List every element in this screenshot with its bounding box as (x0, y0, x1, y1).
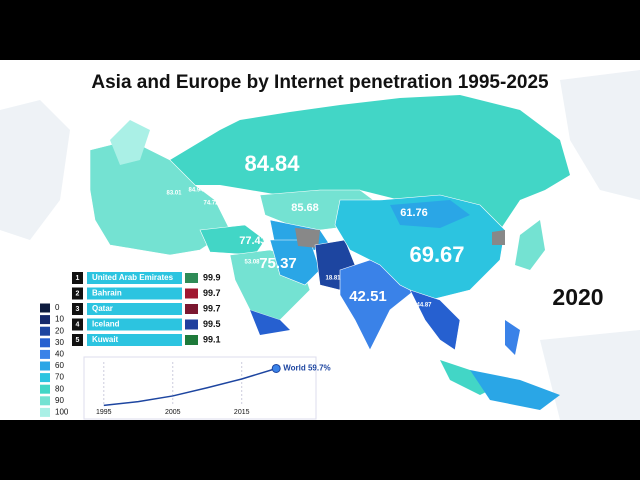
country-shape (110, 120, 150, 165)
rank-number: 4 (76, 321, 80, 328)
rank-flag (185, 335, 198, 345)
legend-label: 20 (55, 326, 64, 335)
x-tick-label: 2015 (234, 409, 250, 416)
rank-value: 99.9 (203, 272, 221, 282)
rank-country: Qatar (92, 304, 113, 313)
rank-country: Kuwait (92, 335, 119, 344)
trend-panel (83, 356, 317, 420)
rank-bar (87, 272, 182, 284)
rank-bar (87, 303, 182, 315)
legend-swatch (40, 303, 50, 313)
land-shape (540, 330, 640, 420)
country-shape (89, 139, 231, 256)
rank-number: 1 (76, 275, 80, 282)
legend-label: 30 (55, 338, 64, 347)
rank-country: Bahrain (92, 289, 122, 298)
legend-label: 90 (55, 396, 64, 405)
country-shape (470, 370, 560, 410)
country-shape (409, 289, 461, 351)
rank-badge (72, 318, 83, 331)
legend-swatch (40, 396, 50, 406)
rank-flag (185, 319, 198, 330)
x-tick-label: 2005 (165, 409, 181, 416)
legend-swatch (40, 349, 50, 359)
legend-label: 70 (55, 373, 64, 382)
legend-swatch (40, 326, 50, 336)
year: 2020 (552, 284, 603, 310)
x-tick-label: 1995 (96, 409, 112, 416)
country-shape (199, 224, 266, 256)
map-value-label: 77.43 (239, 235, 267, 247)
legend-label: 0 (55, 303, 60, 312)
rank-number: 5 (76, 337, 80, 344)
rank-country: Iceland (92, 320, 120, 329)
trend-label: World 59.7% (283, 364, 330, 373)
rank-bar (87, 334, 182, 346)
rank-value: 99.7 (203, 303, 221, 313)
rank-number: 3 (76, 306, 80, 313)
legend-swatch (40, 407, 50, 417)
country-shape (334, 194, 506, 301)
map-value-label: 85.68 (291, 202, 319, 214)
rank-flag (185, 304, 198, 314)
map-value-label: 44.87 (416, 303, 432, 309)
rank-badge (72, 334, 83, 346)
map-value-label: 53.08 (244, 260, 260, 266)
country-shape (390, 200, 470, 228)
map-value-label: 84.84 (244, 151, 300, 176)
country-shape (295, 228, 320, 248)
trend-line (103, 367, 277, 407)
legend-label: 100 (55, 408, 69, 417)
country-shape (505, 320, 520, 355)
rank-value: 99.5 (203, 319, 221, 329)
rank-badge (72, 303, 83, 315)
map-value-label: 42.51 (349, 288, 387, 305)
land-shape (0, 100, 70, 240)
country-shape (492, 230, 505, 245)
rank-number: 2 (76, 290, 80, 297)
legend-swatch (40, 373, 50, 383)
legend-label: 60 (55, 361, 64, 370)
legend-swatch (40, 338, 50, 348)
rank-country: United Arab Emirates (92, 273, 174, 282)
legend-swatch (40, 315, 50, 325)
map-value-label: 61.76 (400, 207, 428, 219)
legend-label: 80 (55, 384, 64, 393)
trend-end-dot (271, 363, 281, 373)
rank-flag (185, 273, 198, 283)
country-shape (515, 220, 545, 270)
map-value-label: 83.01 (166, 191, 182, 197)
legend-label: 10 (55, 315, 64, 324)
rank-bar (87, 318, 182, 331)
map-value-label: 74.72 (203, 201, 219, 207)
map-value-label: 84.94 (188, 188, 204, 194)
legend-swatch (40, 361, 50, 371)
legend-swatch (40, 384, 50, 394)
rank-flag (185, 288, 198, 299)
map-value-label: 75.37 (259, 255, 297, 272)
rank-value: 99.7 (203, 288, 221, 298)
legend-label: 40 (55, 350, 64, 359)
map-value-label: 18.81 (325, 276, 341, 282)
country-shape (170, 95, 570, 230)
map-value-label: 69.67 (409, 242, 464, 267)
rank-badge (72, 287, 83, 300)
land-shape (560, 70, 640, 200)
rank-bar (87, 287, 182, 300)
rank-value: 99.1 (203, 334, 221, 344)
rank-badge (72, 272, 83, 284)
country-shape (250, 310, 290, 335)
title: Asia and Europe by Internet penetration … (91, 72, 549, 93)
